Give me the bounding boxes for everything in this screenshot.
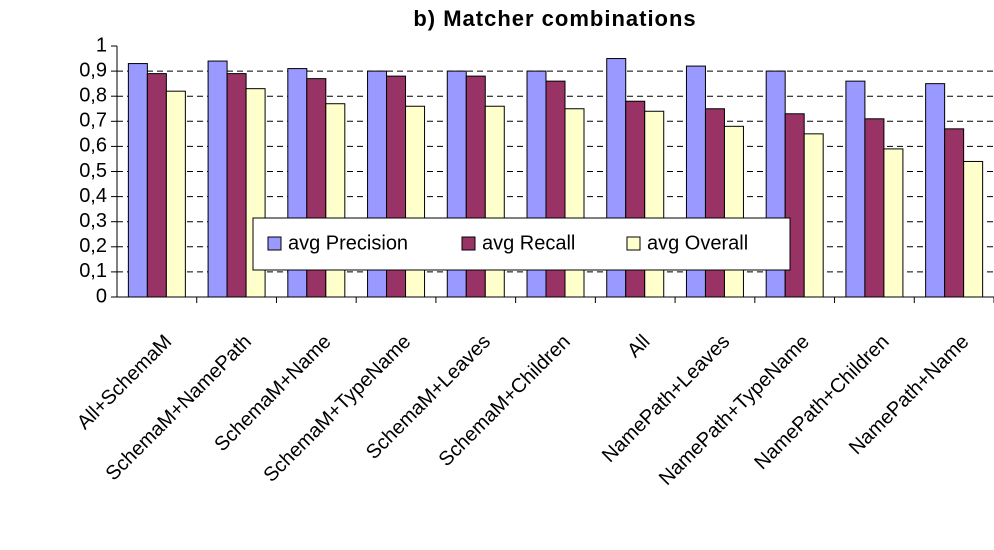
legend-swatch (626, 236, 641, 251)
x-tick-label: All (623, 331, 654, 362)
y-tick-label: 0,1 (79, 260, 107, 282)
y-tick-label: 0,4 (79, 185, 107, 207)
y-tick-label: 0,7 (79, 110, 107, 132)
x-tick-label: SchemaM+NamePath (102, 331, 256, 485)
legend-label: avg Recall (482, 232, 575, 254)
x-tick-label: SchemaM+Children (435, 331, 575, 471)
legend-label: avg Overall (647, 232, 748, 254)
bar (845, 80, 866, 298)
bar (963, 160, 984, 298)
y-tick-label: 1 (96, 34, 107, 56)
bar (226, 73, 247, 298)
legend-box (252, 217, 791, 271)
bar (944, 128, 965, 298)
bar (723, 125, 744, 298)
legend-swatch (461, 236, 476, 251)
x-tick-label: SchemaM+TypeName (259, 331, 415, 487)
bar (803, 133, 824, 298)
bar (864, 118, 885, 298)
y-tick-label: 0,9 (79, 59, 107, 81)
y-tick-label: 0,2 (79, 235, 107, 257)
legend-swatch (267, 236, 282, 251)
y-tick-label: 0,3 (79, 210, 107, 232)
y-tick-label: 0,6 (79, 135, 107, 157)
bar (127, 63, 148, 298)
bar (925, 83, 946, 298)
chart-title: b) Matcher combinations (413, 6, 696, 31)
bar (165, 90, 186, 298)
bar (146, 73, 167, 298)
y-tick-label: 0,8 (79, 84, 107, 106)
legend-label: avg Precision (288, 232, 408, 254)
x-tick-label: NamePath+Leaves (598, 331, 734, 467)
x-tick-label: NamePath+Children (750, 331, 893, 474)
y-tick-label: 0 (96, 285, 107, 307)
y-tick-label: 0,5 (79, 160, 107, 182)
x-tick-label: NamePath+TypeName (655, 331, 814, 490)
bar (207, 60, 228, 298)
bar (883, 148, 904, 298)
